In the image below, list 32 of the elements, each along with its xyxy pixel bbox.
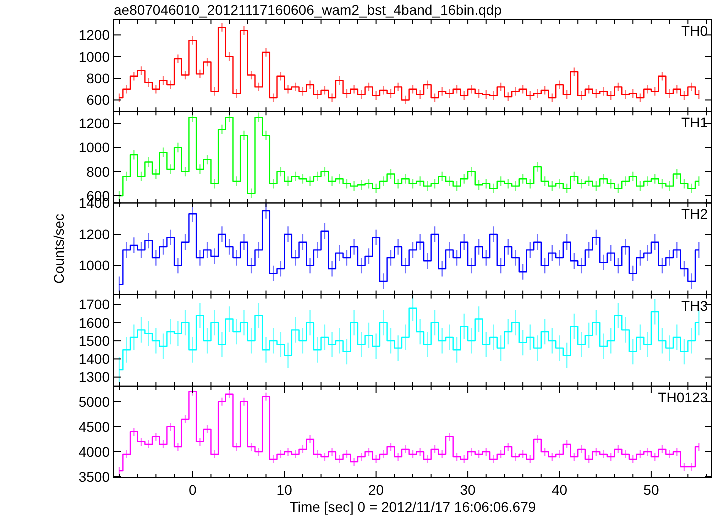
y-tick-label: 1600 [78, 314, 110, 331]
annotation: TH0 [682, 23, 708, 39]
y-tick-label: 600 [86, 92, 110, 108]
y-tick-label: 5000 [78, 394, 110, 410]
x-tick-label: 0 [188, 482, 197, 498]
annotation: TH1 [682, 114, 708, 131]
x-tick-label: 40 [552, 482, 568, 498]
y-tick-label: 800 [86, 70, 110, 86]
y-tick-label: 1200 [78, 27, 110, 44]
y-tick-label: 1300 [78, 369, 110, 386]
annotation: TH2 [682, 206, 708, 222]
x-tick-label: 30 [460, 482, 476, 498]
y-tick-label: 1200 [78, 226, 110, 242]
y-tick-label: 1200 [78, 116, 110, 132]
annotation: TH0123 [658, 389, 708, 406]
chart-title: ae807046010_20121117160606_wam2_bst_4band_16bin.qdp [114, 2, 502, 18]
y-tick-label: 800 [86, 164, 110, 180]
y-tick-label: 4500 [78, 418, 110, 435]
y-tick-label: 4000 [78, 444, 110, 460]
x-tick-label: 50 [644, 482, 660, 498]
annotation: TH3 [682, 298, 708, 314]
y-tick-label: 1000 [78, 258, 110, 274]
y-tick-label: 1700 [78, 296, 110, 313]
x-tick-label: 20 [368, 482, 384, 498]
y-axis-title: Counts/sec [51, 214, 67, 284]
x-axis-title: Time [sec] 0 = 2012/11/17 16:06:06.679 [290, 499, 536, 515]
y-tick-label: 1500 [78, 332, 110, 349]
x-tick-label: 10 [276, 482, 293, 498]
y-tick-label: 1400 [78, 351, 110, 368]
y-tick-label: 1000 [78, 140, 110, 156]
y-tick-label: 1000 [78, 48, 110, 65]
y-tick-label: 3500 [78, 468, 110, 485]
